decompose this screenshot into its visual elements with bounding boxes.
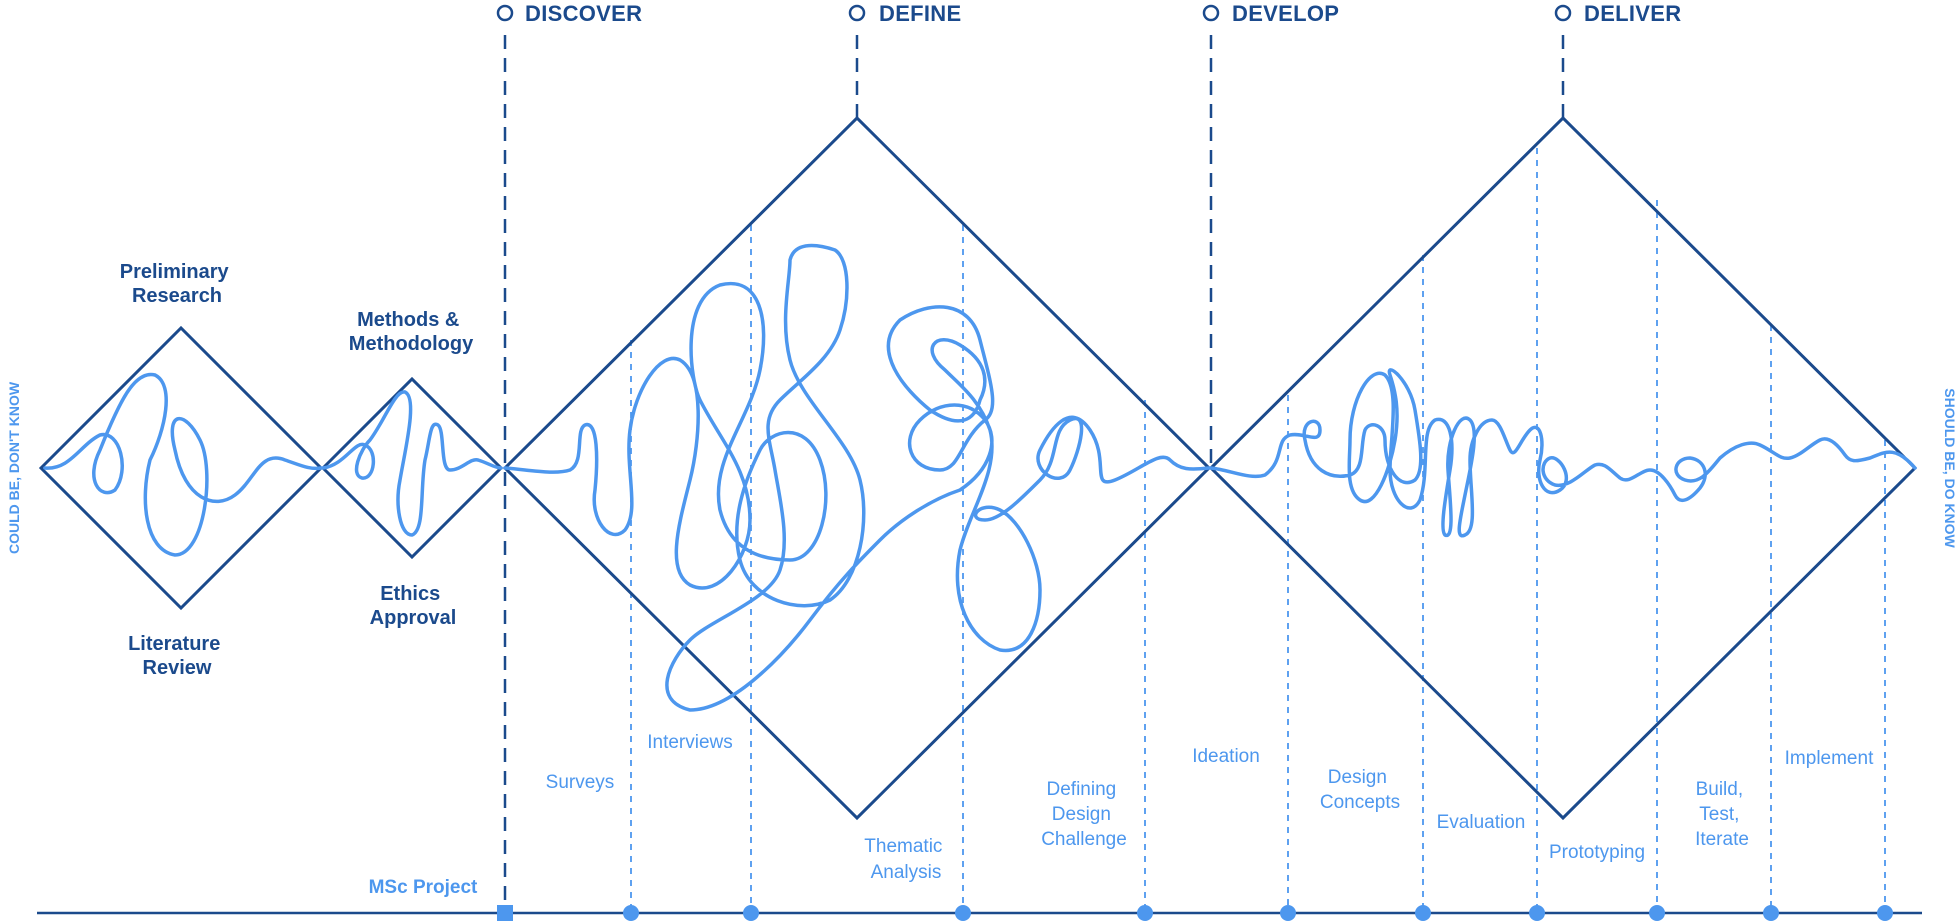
phase-discover-label: DISCOVER — [525, 1, 642, 26]
build-line-3: Iterate — [1695, 829, 1749, 850]
implement-label: Implement — [1785, 748, 1874, 769]
msc-project-label: MSc Project — [369, 877, 478, 898]
timeline-dot-evaluation — [1529, 905, 1545, 921]
project-timeline: MSc Project — [37, 877, 1922, 921]
phase-deliver: DELIVER — [1554, 1, 1681, 118]
timeline-dot-prototyping — [1649, 905, 1665, 921]
interviews-line-1: Interviews — [647, 732, 733, 753]
activity-dividers — [630, 148, 1886, 912]
ideation-label: Ideation — [1192, 746, 1260, 767]
evaluation-line-1: Evaluation — [1437, 812, 1526, 833]
phase-headers: DISCOVER DEFINE DEVELOP DELIVER — [496, 1, 1681, 915]
preliminary-research-label: Preliminary Research — [120, 261, 235, 307]
phase-develop: DEVELOP — [1202, 1, 1339, 468]
thematic-analysis-label: Thematic Analysis — [864, 836, 947, 883]
ideation-line-1: Ideation — [1192, 746, 1260, 767]
squiggle-discover-define — [503, 243, 1211, 712]
stage-labels: Preliminary Research Literature Review M… — [120, 261, 474, 679]
defining-line-2: Design — [1052, 804, 1111, 825]
methods-methodology-line-1: Methods & — [357, 309, 459, 331]
defining-line-1: Defining — [1047, 779, 1117, 800]
phase-discover: DISCOVER — [496, 1, 642, 915]
build-line-2: Test, — [1699, 804, 1739, 825]
right-side-label: SHOULD BE, DO KNOW — [1942, 388, 1956, 548]
surveys-line-1: Surveys — [546, 772, 615, 793]
timeline-dot-interviews — [743, 905, 759, 921]
phase-deliver-marker-icon — [1554, 4, 1572, 22]
phase-define: DEFINE — [848, 1, 961, 118]
preliminary-research-line-1: Preliminary — [120, 261, 230, 283]
methods-methodology-line-2: Methodology — [349, 333, 474, 355]
prototyping-line-1: Prototyping — [1549, 842, 1645, 863]
ethics-approval-line-1: Ethics — [380, 583, 440, 605]
phase-discover-marker-icon — [496, 4, 514, 22]
timeline-dot-defining-challenge — [1137, 905, 1153, 921]
design-concepts-line-2: Concepts — [1320, 792, 1400, 813]
squiggle-preliminary — [43, 372, 323, 557]
left-side-label: COULD BE, DON'T KNOW — [6, 381, 22, 554]
thematic-analysis-line-1: Thematic — [864, 836, 942, 857]
defining-design-challenge-label: Defining Design Challenge — [1041, 779, 1127, 850]
methods-methodology-label: Methods & Methodology — [349, 309, 474, 355]
timeline-dot-thematic-analysis — [955, 905, 971, 921]
defining-line-3: Challenge — [1041, 829, 1127, 850]
implement-line-1: Implement — [1785, 748, 1874, 769]
design-concepts-label: Design Concepts — [1320, 767, 1400, 813]
timeline-dot-build-test-iterate — [1763, 905, 1779, 921]
preliminary-research-line-2: Research — [132, 285, 222, 307]
timeline-dot-design-concepts — [1415, 905, 1431, 921]
timeline-dot-ideation — [1280, 905, 1296, 921]
phase-deliver-label: DELIVER — [1584, 1, 1681, 26]
squiggle-methods — [321, 390, 503, 537]
design-concepts-line-1: Design — [1328, 767, 1387, 788]
phase-develop-label: DEVELOP — [1232, 1, 1339, 26]
thematic-analysis-line-2: Analysis — [871, 862, 942, 883]
interviews-label: Interviews — [647, 732, 733, 753]
timeline-start-marker — [497, 905, 513, 921]
activity-labels: Surveys Interviews Thematic Analysis Def… — [546, 732, 1874, 883]
prototyping-label: Prototyping — [1549, 842, 1645, 863]
timeline-dot-implement — [1877, 905, 1893, 921]
evaluation-label: Evaluation — [1437, 812, 1526, 833]
build-line-1: Build, — [1696, 779, 1744, 800]
literature-review-line-1: Literature — [128, 633, 220, 655]
phase-define-marker-icon — [848, 4, 866, 22]
process-squiggles — [43, 243, 1917, 712]
literature-review-line-2: Review — [143, 657, 212, 679]
surveys-label: Surveys — [546, 772, 615, 793]
phase-develop-marker-icon — [1202, 4, 1220, 22]
phase-define-label: DEFINE — [879, 1, 961, 26]
ethics-approval-label: Ethics Approval — [370, 583, 457, 629]
literature-review-label: Literature Review — [128, 633, 226, 679]
ethics-approval-line-2: Approval — [370, 607, 457, 629]
squiggle-develop-deliver — [1209, 368, 1917, 538]
timeline-dot-surveys — [623, 905, 639, 921]
build-test-iterate-label: Build, Test, Iterate — [1695, 779, 1749, 850]
